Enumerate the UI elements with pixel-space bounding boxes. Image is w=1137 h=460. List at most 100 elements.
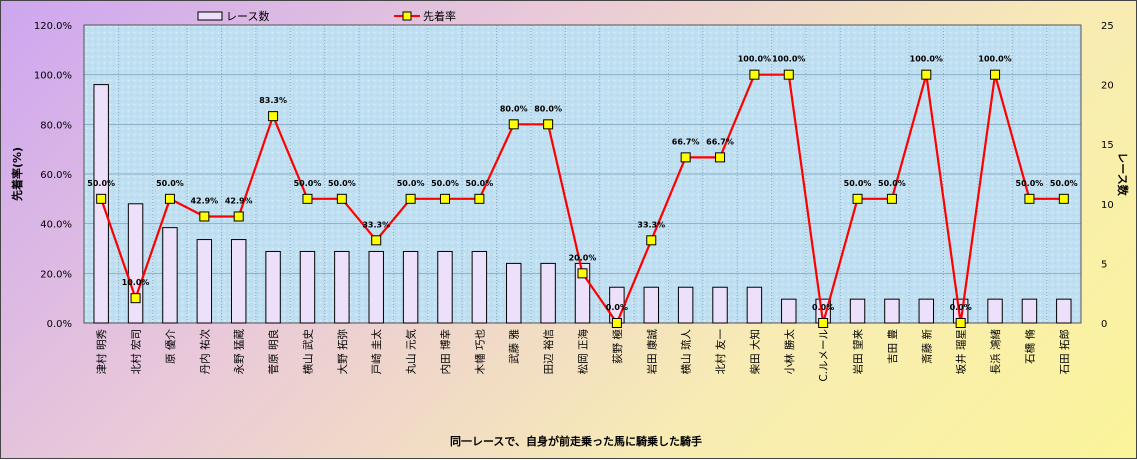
category-label: 石田 拓郎 (1058, 329, 1071, 374)
bar (334, 250, 350, 324)
bar (1056, 298, 1072, 324)
rate-data-label: 80.0% (534, 104, 562, 113)
rate-data-label: 50.0% (294, 179, 322, 188)
rate-data-label: 100.0% (738, 55, 771, 64)
category-label: 丹内 祐次 (198, 329, 211, 375)
rate-data-label: 0.0% (812, 303, 834, 312)
rate-marker (1058, 193, 1069, 204)
rate-marker (886, 193, 897, 204)
bar (643, 286, 659, 324)
rate-marker (508, 119, 519, 130)
rate-marker (405, 193, 416, 204)
right-tick-label: 25 (1101, 21, 1114, 32)
rate-marker (336, 193, 347, 204)
rate-marker (680, 152, 691, 163)
bar (230, 239, 247, 324)
right-tick-label: 0 (1101, 319, 1107, 330)
category-label: C.ルメール (818, 329, 830, 382)
category-label: 横山 琉人 (680, 329, 693, 375)
rate-data-label: 80.0% (500, 104, 528, 113)
rate-data-label: 100.0% (978, 55, 1011, 64)
bar (127, 203, 144, 324)
rate-data-label: 50.0% (397, 179, 425, 188)
bar (162, 227, 178, 324)
bar (265, 250, 281, 324)
left-axis-title: 先着率(%) (10, 147, 24, 201)
rate-marker (164, 193, 175, 204)
bar (712, 286, 728, 324)
category-label: 武藤 雅 (508, 329, 521, 364)
right-tick-label: 15 (1101, 140, 1114, 151)
category-label: 松岡 正海 (577, 329, 590, 375)
rate-data-label: 0.0% (606, 303, 628, 312)
left-tick-label: 80.0% (40, 120, 72, 131)
category-label: 斎藤 新 (920, 329, 933, 364)
category-label: 石橋 脩 (1023, 329, 1036, 364)
rate-data-label: 50.0% (87, 179, 115, 188)
right-axis-title: レース数 (1116, 152, 1130, 196)
rate-marker (474, 193, 485, 204)
rate-marker (646, 235, 657, 246)
rate-data-label: 66.7% (672, 137, 700, 146)
bar (368, 250, 384, 324)
category-label: 北村 宏司 (130, 329, 143, 374)
bar (746, 286, 763, 324)
category-label: 荻野 極 (611, 329, 624, 364)
bar (471, 250, 488, 324)
bar (437, 250, 453, 324)
bar (884, 298, 900, 324)
rate-marker (818, 318, 829, 328)
left-tick-label: 60.0% (40, 170, 72, 181)
rate-marker (1024, 193, 1035, 204)
rate-data-label: 83.3% (259, 96, 287, 105)
rate-data-label: 50.0% (1050, 179, 1078, 188)
legend-bar-swatch (197, 11, 223, 21)
rate-marker (130, 293, 141, 304)
category-label: 大野 拓弥 (336, 329, 349, 375)
legend-line-label: 先着率 (423, 9, 456, 23)
category-label: 長浜 鴻緒 (989, 329, 1002, 375)
right-tick-label: 20 (1101, 81, 1114, 92)
bar (402, 250, 419, 324)
rate-marker (577, 268, 588, 279)
right-tick-label: 5 (1101, 259, 1107, 270)
rate-marker (268, 111, 279, 122)
rate-marker (852, 193, 863, 204)
rate-marker (749, 69, 760, 80)
category-label: 丸山 元気 (405, 329, 418, 375)
legend-bar-label: レース数 (226, 10, 269, 23)
category-label: 原 優介 (164, 329, 177, 364)
bar (677, 286, 694, 324)
rate-marker (715, 152, 726, 163)
rate-data-label: 33.3% (637, 220, 665, 229)
category-label: 田辺 裕信 (542, 329, 555, 374)
rate-marker (543, 119, 554, 130)
rate-marker (439, 193, 450, 204)
bar (781, 298, 797, 324)
bar (196, 239, 213, 324)
bar (987, 298, 1003, 324)
rate-marker (199, 211, 210, 222)
category-label: 戸崎 圭太 (370, 329, 383, 375)
legend-line-marker (402, 11, 412, 21)
category-label: 菅原 明良 (267, 329, 280, 374)
category-label: 柴田 大知 (748, 329, 761, 374)
category-label: 坂井 瑠星 (955, 329, 968, 374)
rate-data-label: 42.9% (225, 196, 253, 205)
bar (299, 250, 316, 324)
left-tick-label: 0.0% (47, 319, 72, 330)
rate-marker (611, 318, 622, 328)
rate-data-label: 50.0% (328, 179, 356, 188)
rate-marker (921, 69, 932, 80)
rate-data-label: 50.0% (156, 179, 184, 188)
rate-marker (990, 69, 1001, 80)
left-tick-label: 20.0% (40, 269, 72, 280)
rate-marker (96, 193, 107, 204)
bar (1021, 298, 1038, 324)
rate-data-label: 50.0% (878, 179, 906, 188)
category-label: 内田 博幸 (439, 329, 452, 374)
rate-marker (371, 235, 382, 246)
x-axis-title: 同一レースで、自身が前走乗った馬に騎乗した騎手 (450, 434, 702, 448)
rate-data-label: 100.0% (910, 55, 943, 64)
category-label: 木幡 巧也 (473, 329, 486, 374)
